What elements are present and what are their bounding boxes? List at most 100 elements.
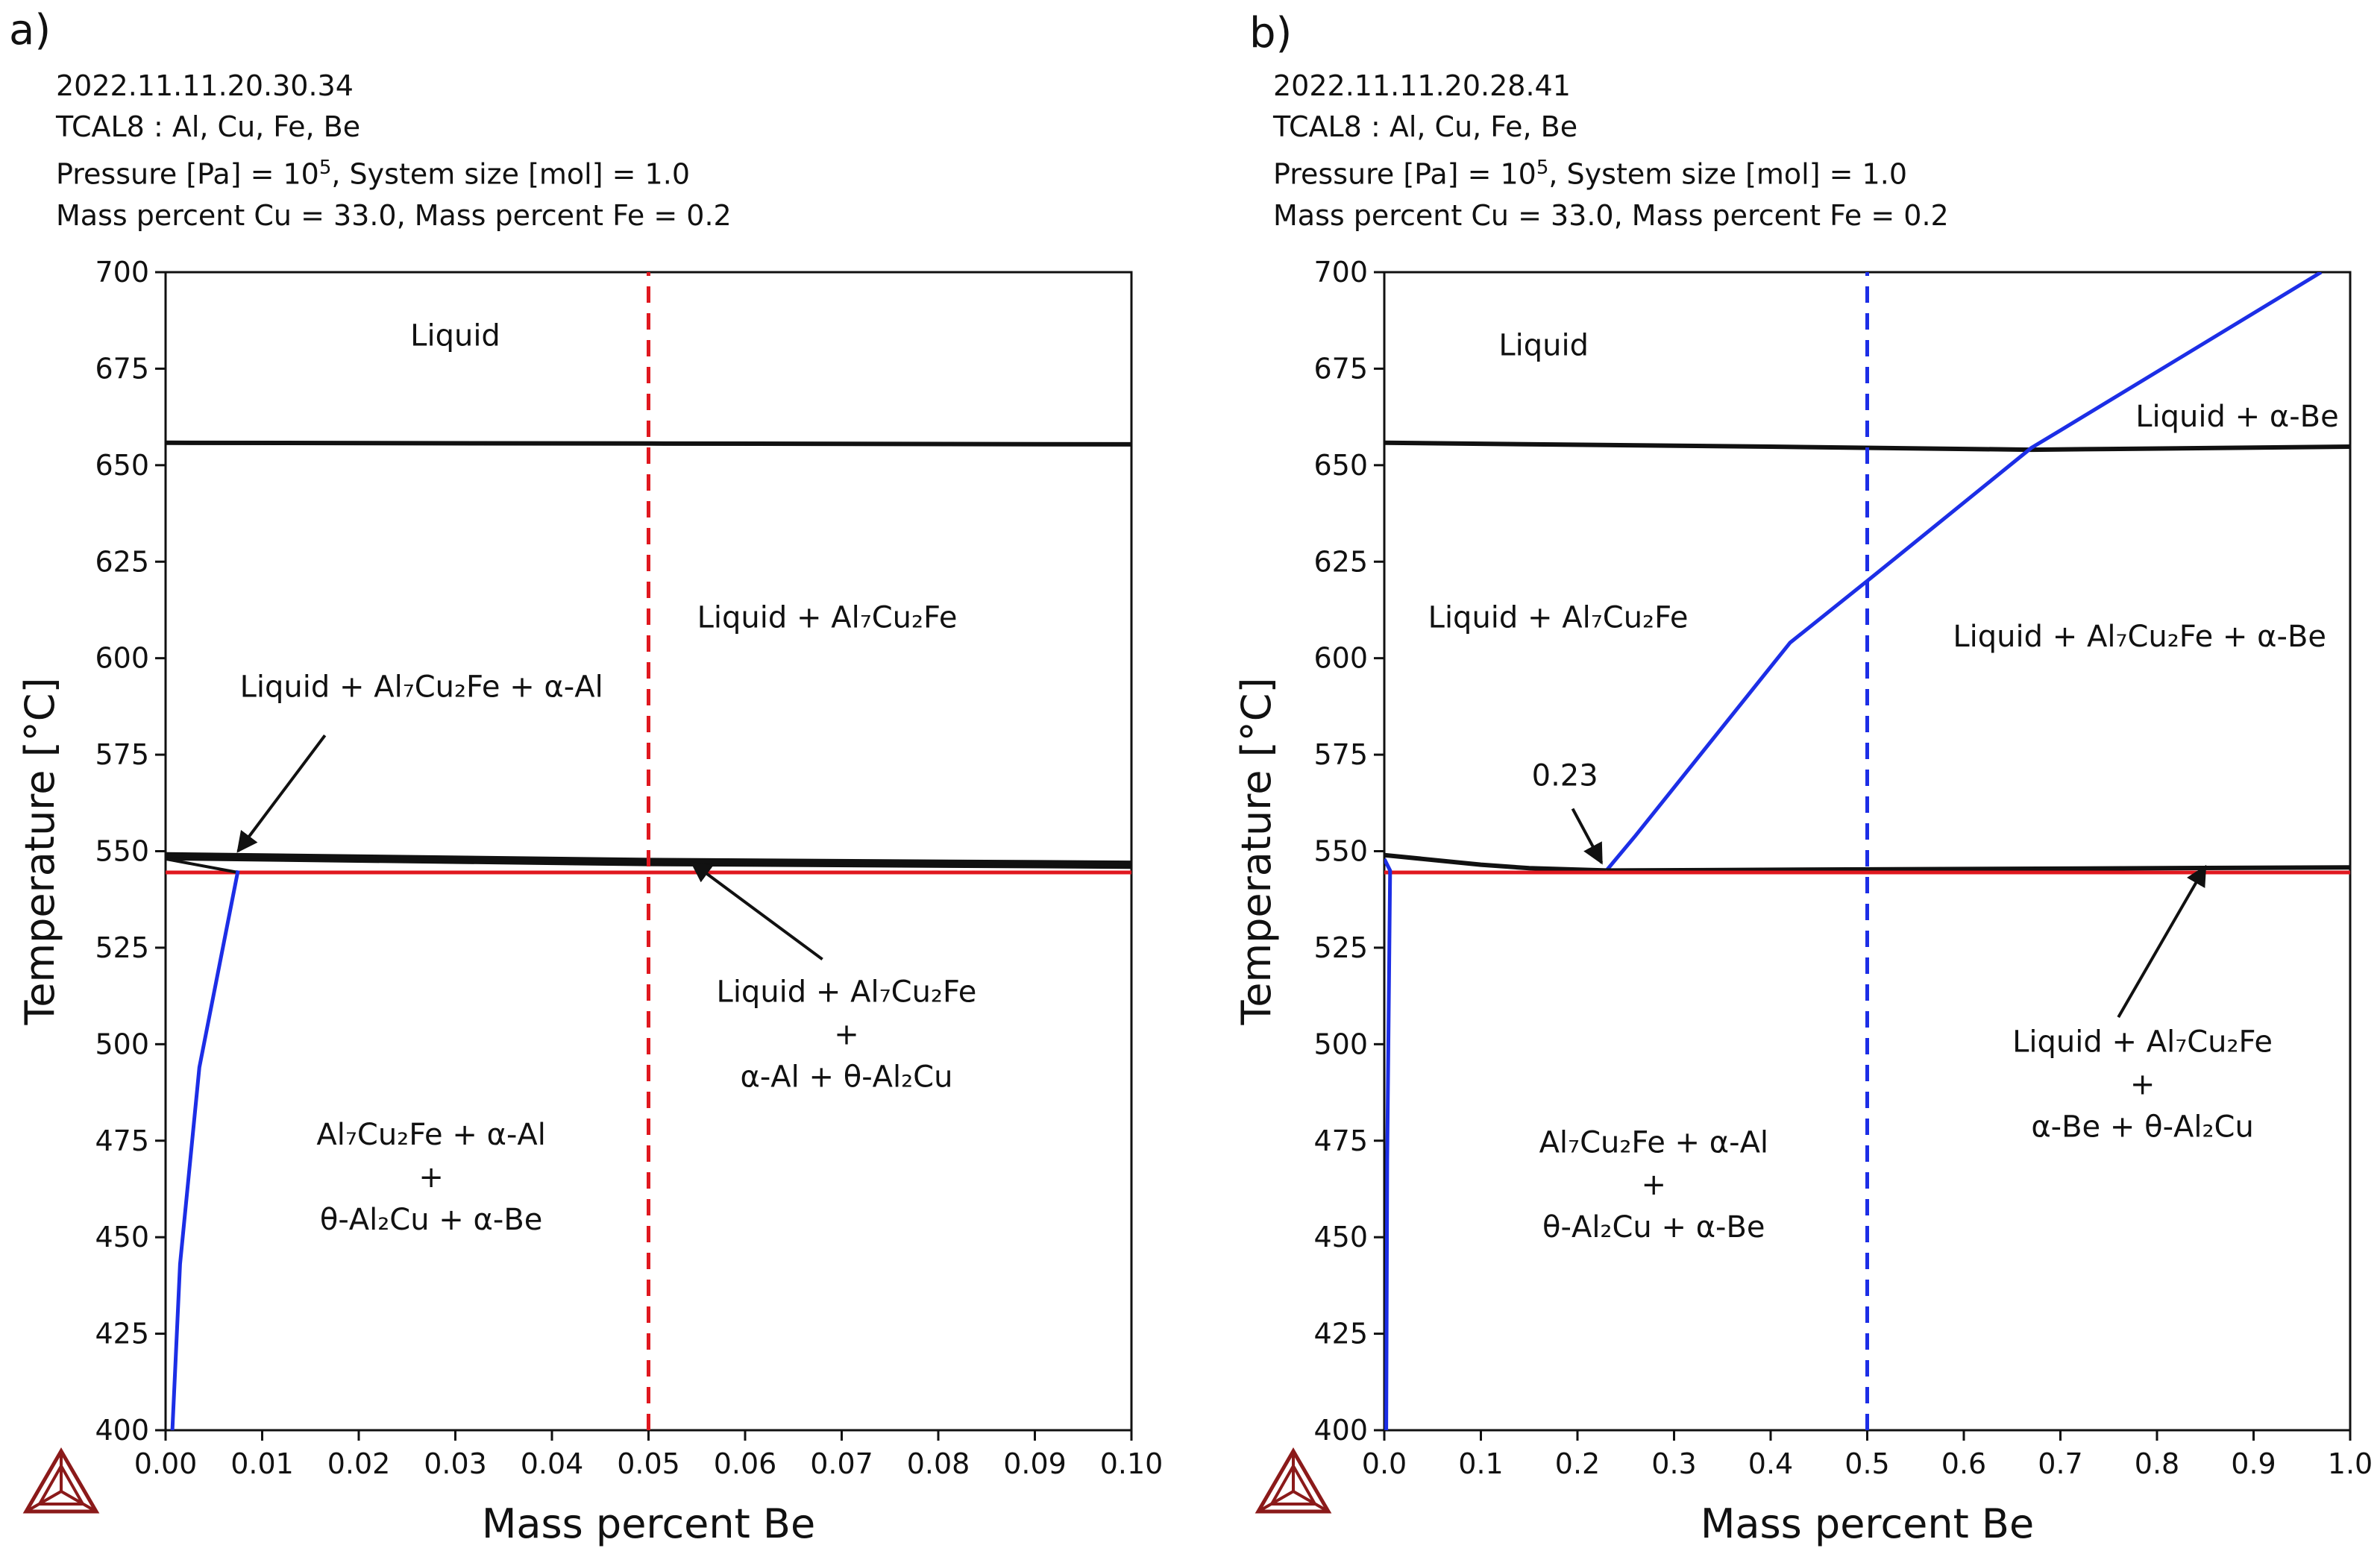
x-tick-label: 0.6 <box>1941 1447 1986 1480</box>
x-axis-title: Mass percent Be <box>1701 1500 2034 1547</box>
region-label: α-Be + θ-Al₂Cu <box>2031 1110 2254 1145</box>
y-tick-label: 675 <box>95 352 149 385</box>
x-tick-label: 0.01 <box>230 1447 294 1480</box>
database: TCAL8 : Al, Cu, Fe, Be <box>1273 110 1578 143</box>
y-tick-label: 450 <box>95 1221 149 1253</box>
region-label: Liquid + Al₇Cu₂Fe + α-Be <box>1953 620 2326 654</box>
x-tick-label: 0.05 <box>617 1447 680 1480</box>
x-tick-label: 0.02 <box>327 1447 391 1480</box>
x-tick-label: 0.8 <box>2135 1447 2179 1480</box>
x-axis-title: Mass percent Be <box>482 1500 815 1547</box>
region-label: + <box>2130 1068 2155 1102</box>
y-tick-label: 500 <box>95 1028 149 1060</box>
region-label: + <box>1642 1168 1667 1202</box>
y-tick-label: 700 <box>1313 256 1368 289</box>
region-label: 0.23 <box>1532 758 1598 793</box>
x-tick-label: 0.4 <box>1748 1447 1793 1480</box>
region-label: Liquid + α-Be <box>2135 400 2338 434</box>
x-tick-label: 0.08 <box>907 1447 970 1480</box>
y-tick-label: 575 <box>1313 738 1368 771</box>
y-tick-label: 400 <box>1313 1414 1368 1447</box>
x-tick-label: 0.09 <box>1003 1447 1067 1480</box>
y-tick-label: 425 <box>1313 1318 1368 1350</box>
region-label: Al₇Cu₂Fe + α-Al <box>316 1118 545 1152</box>
series-group <box>1384 272 2350 1430</box>
y-tick-label: 475 <box>1313 1124 1368 1157</box>
y-tick-label: 575 <box>95 738 149 771</box>
x-tick-label: 0.1 <box>1458 1447 1503 1480</box>
y-tick-label: 700 <box>95 256 149 289</box>
logo-icon <box>22 1447 100 1514</box>
y-tick-label: 650 <box>95 449 149 482</box>
x-tick-label: 0.04 <box>521 1447 584 1480</box>
y-tick-label: 675 <box>1313 352 1368 385</box>
y-tick-label: 550 <box>1313 835 1368 868</box>
region-label: Liquid + Al₇Cu₂Fe <box>717 975 977 1009</box>
series-line <box>166 857 239 874</box>
region-label: Liquid + Al₇Cu₂Fe <box>1428 600 1689 635</box>
region-label: Liquid + Al₇Cu₂Fe <box>697 600 958 635</box>
logo-icon <box>1255 1447 1332 1514</box>
region-label: α-Al + θ-Al₂Cu <box>741 1060 953 1094</box>
x-tick-label: 0.2 <box>1555 1447 1600 1480</box>
pressure-line: Pressure [Pa] = 105, System size [mol] =… <box>56 157 690 191</box>
region-label: + <box>418 1160 444 1195</box>
x-tick-label: 0.3 <box>1651 1447 1696 1480</box>
database: TCAL8 : Al, Cu, Fe, Be <box>56 110 361 143</box>
y-tick-label: 475 <box>95 1124 149 1157</box>
region-label: θ-Al₂Cu + α-Be <box>1542 1210 1765 1245</box>
y-tick-label: 425 <box>95 1318 149 1350</box>
y-tick-label: 625 <box>95 545 149 578</box>
y-tick-label: 600 <box>1313 642 1368 675</box>
x-tick-label: 0.06 <box>714 1447 777 1480</box>
chart-a: 400 425 450 475 500 525 550 575 600 625 650 675 700 0… <box>16 256 1163 1547</box>
x-tick-label: 0.10 <box>1100 1447 1164 1480</box>
panel-b-letter: b) <box>1249 9 1293 57</box>
annotation-arrow <box>236 734 327 853</box>
region-label: Liquid <box>410 318 500 353</box>
annotation-arrow <box>690 861 823 961</box>
panel-a-letter: a) <box>9 6 51 54</box>
series-line <box>170 869 240 1430</box>
panel-a-info: 2022.11.11.20.30.34 TCAL8 : Al, Cu, Fe, … <box>56 66 732 236</box>
x-tick-label: 0.5 <box>1844 1447 1889 1480</box>
x-tick-label: 1.0 <box>2328 1447 2373 1480</box>
y-tick-label: 650 <box>1313 449 1368 482</box>
region-label: + <box>834 1017 859 1051</box>
region-label: Liquid <box>1498 328 1589 362</box>
pressure-line: Pressure [Pa] = 105, System size [mol] =… <box>1273 157 1907 191</box>
y-tick-label: 400 <box>95 1414 149 1447</box>
series-line <box>1384 852 1607 873</box>
series-line <box>1606 865 2350 873</box>
timestamp: 2022.11.11.20.30.34 <box>56 69 354 102</box>
region-label: Liquid + Al₇Cu₂Fe <box>2012 1025 2273 1060</box>
x-tick-label: 0.00 <box>134 1447 198 1480</box>
region-label: Al₇Cu₂Fe + α-Al <box>1539 1125 1768 1160</box>
series-line <box>1384 858 1392 1430</box>
x-tick-label: 0.07 <box>810 1447 873 1480</box>
y-tick-label: 450 <box>1313 1221 1368 1253</box>
annotation-arrow <box>2117 864 2207 1019</box>
series-line <box>166 440 1131 447</box>
series-line <box>1604 272 2323 872</box>
composition: Mass percent Cu = 33.0, Mass percent Fe … <box>56 198 732 232</box>
y-tick-label: 500 <box>1313 1028 1368 1060</box>
y-tick-label: 550 <box>95 835 149 868</box>
y-tick-label: 625 <box>1313 545 1368 578</box>
timestamp: 2022.11.11.20.28.41 <box>1273 69 1571 102</box>
x-tick-label: 0.9 <box>2231 1447 2276 1480</box>
x-tick-label: 0.0 <box>1362 1447 1407 1480</box>
x-tick-label: 0.7 <box>2038 1447 2082 1480</box>
y-tick-label: 600 <box>95 642 149 675</box>
annotation-arrow <box>1571 808 1604 865</box>
y-tick-label: 525 <box>95 931 149 964</box>
region-label: θ-Al₂Cu + α-Be <box>320 1203 543 1237</box>
y-axis-title: Temperature [°C] <box>1233 677 1280 1025</box>
series-group <box>166 272 1131 1430</box>
region-label: Liquid + Al₇Cu₂Fe + α-Al <box>240 670 603 704</box>
composition: Mass percent Cu = 33.0, Mass percent Fe … <box>1273 198 1949 232</box>
chart-b: 400 425 450 475 500 525 550 575 600 625 650 675 700 0… <box>1233 256 2373 1547</box>
y-tick-label: 525 <box>1313 931 1368 964</box>
y-axis-title: Temperature [°C] <box>16 677 63 1025</box>
